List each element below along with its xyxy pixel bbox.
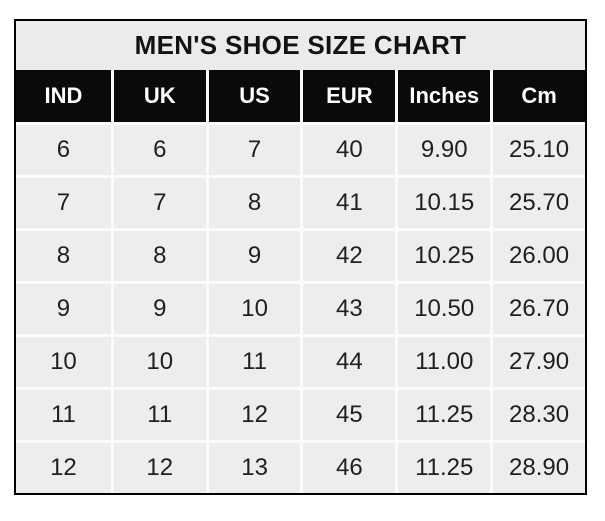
table-row: 11 11 12 45 11.25 28.30 bbox=[16, 387, 585, 440]
table-row: 10 10 11 44 11.00 27.90 bbox=[16, 334, 585, 387]
table-cell: 25.70 bbox=[490, 175, 585, 228]
table-cell: 6 bbox=[16, 122, 111, 175]
table-cell: 25.10 bbox=[490, 122, 585, 175]
title-row: MEN'S SHOE SIZE CHART bbox=[16, 21, 585, 70]
table-cell: 10.15 bbox=[395, 175, 491, 228]
table-cell: 26.00 bbox=[490, 228, 585, 281]
table-cell: 10.25 bbox=[395, 228, 491, 281]
table-cell: 9 bbox=[16, 281, 111, 334]
table-cell: 10.50 bbox=[395, 281, 491, 334]
table-cell: 27.90 bbox=[490, 334, 585, 387]
table-cell: 46 bbox=[300, 440, 396, 493]
table-cell: 8 bbox=[110, 228, 206, 281]
table-cell: 44 bbox=[300, 334, 396, 387]
table-cell: 10 bbox=[16, 334, 111, 387]
table-cell: 10 bbox=[110, 334, 206, 387]
table-body: 6 6 7 40 9.90 25.10 7 7 8 41 10.15 25.70… bbox=[16, 122, 585, 493]
table-cell: 9 bbox=[110, 281, 206, 334]
header-row: IND UK US EUR Inches Cm bbox=[16, 70, 585, 122]
table-cell: 43 bbox=[300, 281, 396, 334]
column-header-uk: UK bbox=[110, 70, 206, 122]
table-row: 8 8 9 42 10.25 26.00 bbox=[16, 228, 585, 281]
table-cell: 26.70 bbox=[490, 281, 585, 334]
table-cell: 40 bbox=[300, 122, 396, 175]
table-cell: 11 bbox=[205, 334, 301, 387]
column-header-inches: Inches bbox=[395, 70, 491, 122]
page-title: MEN'S SHOE SIZE CHART bbox=[16, 21, 585, 70]
shoe-size-chart-table: MEN'S SHOE SIZE CHART IND UK US EUR Inch… bbox=[14, 19, 587, 495]
table-cell: 11 bbox=[16, 387, 111, 440]
table-cell: 13 bbox=[205, 440, 301, 493]
table-cell: 12 bbox=[110, 440, 206, 493]
table-cell: 11.25 bbox=[395, 387, 491, 440]
table-row: 12 12 13 46 11.25 28.90 bbox=[16, 440, 585, 493]
table-head: MEN'S SHOE SIZE CHART IND UK US EUR Inch… bbox=[16, 21, 585, 122]
table-cell: 9.90 bbox=[395, 122, 491, 175]
table-cell: 28.90 bbox=[490, 440, 585, 493]
table-cell: 7 bbox=[205, 122, 301, 175]
table-cell: 12 bbox=[205, 387, 301, 440]
table-cell: 11.25 bbox=[395, 440, 491, 493]
table-row: 7 7 8 41 10.15 25.70 bbox=[16, 175, 585, 228]
column-header-us: US bbox=[205, 70, 301, 122]
table-cell: 7 bbox=[110, 175, 206, 228]
table-cell: 12 bbox=[16, 440, 111, 493]
table-cell: 11 bbox=[110, 387, 206, 440]
table-cell: 41 bbox=[300, 175, 396, 228]
table-row: 6 6 7 40 9.90 25.10 bbox=[16, 122, 585, 175]
column-header-cm: Cm bbox=[490, 70, 585, 122]
table-cell: 45 bbox=[300, 387, 396, 440]
table-cell: 10 bbox=[205, 281, 301, 334]
table-cell: 28.30 bbox=[490, 387, 585, 440]
column-header-ind: IND bbox=[16, 70, 111, 122]
table-cell: 7 bbox=[16, 175, 111, 228]
table-cell: 42 bbox=[300, 228, 396, 281]
table-cell: 8 bbox=[16, 228, 111, 281]
table-row: 9 9 10 43 10.50 26.70 bbox=[16, 281, 585, 334]
column-header-eur: EUR bbox=[300, 70, 396, 122]
table-cell: 6 bbox=[110, 122, 206, 175]
table-cell: 9 bbox=[205, 228, 301, 281]
table-cell: 8 bbox=[205, 175, 301, 228]
table-cell: 11.00 bbox=[395, 334, 491, 387]
